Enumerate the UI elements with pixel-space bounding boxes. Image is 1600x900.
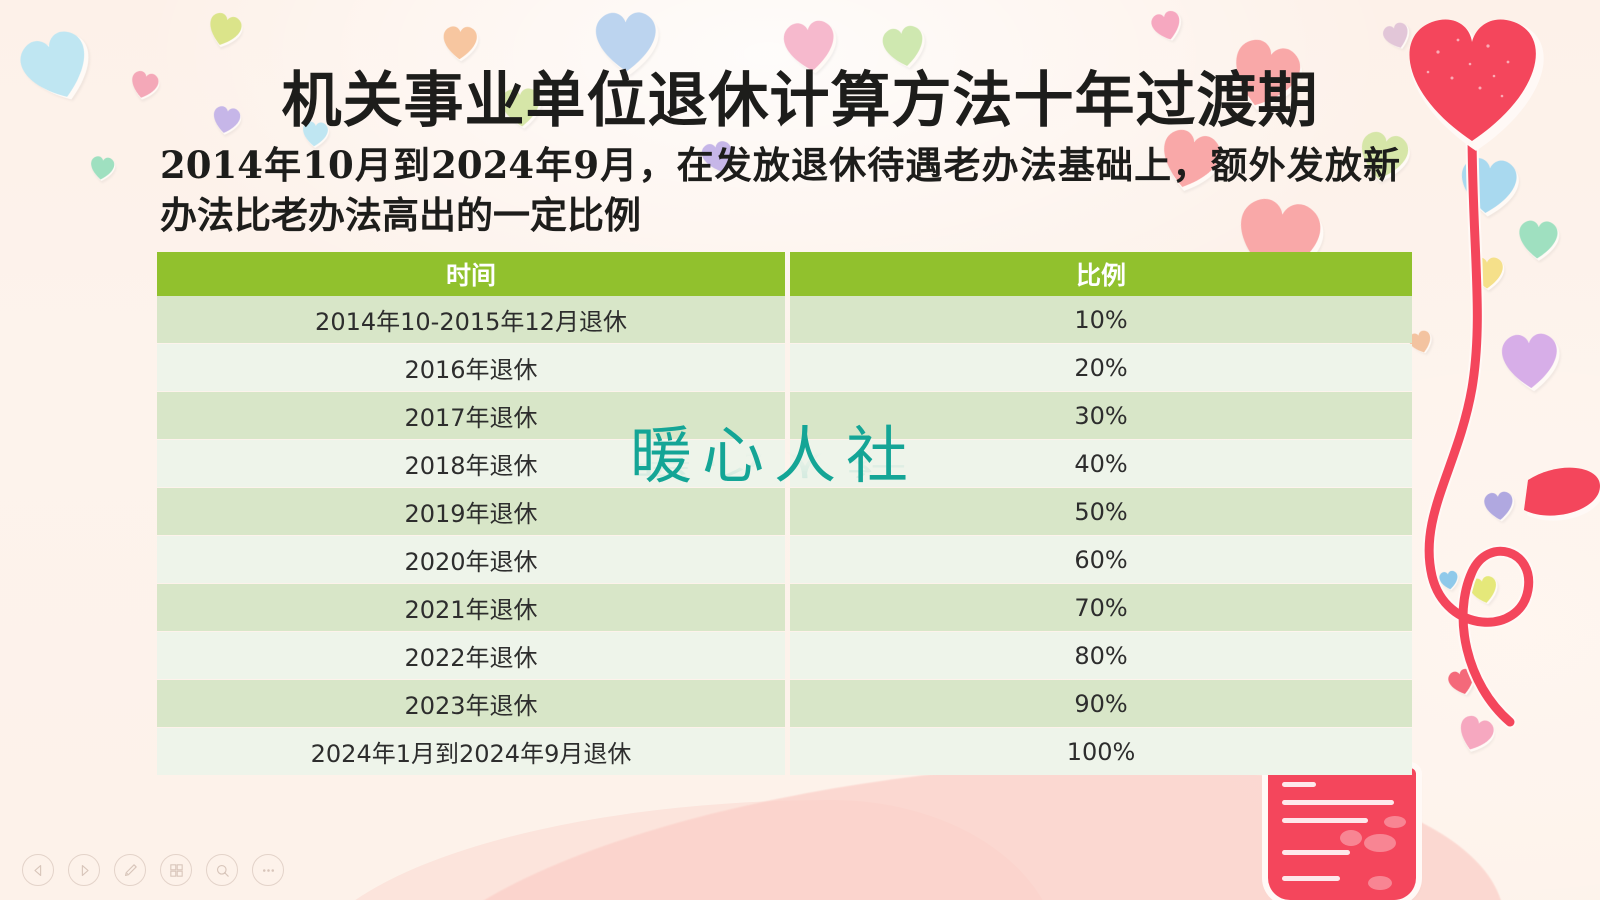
column-header-ratio: 比例: [790, 252, 1412, 296]
cell-ratio: 20%: [790, 344, 1412, 391]
page-title: 机关事业单位退休计算方法十年过渡期: [281, 66, 1319, 136]
pastel-heart-icon: [200, 7, 247, 54]
cell-time: 2018年退休: [157, 440, 785, 487]
page-subtitle: 2014年10月到2024年9月，在发放退休待遇老办法基础上，额外发放新办法比老…: [160, 143, 1400, 237]
korean-note-card: [1268, 768, 1416, 900]
cell-time: 2024年1月到2024年9月退休: [157, 728, 785, 775]
pastel-heart-icon: [1444, 665, 1481, 702]
table-row: 2014年10-2015年12月退休 10%: [157, 296, 1412, 343]
table-row: 2019年退休 50%: [157, 488, 1412, 535]
cell-time: 2023年退休: [157, 680, 785, 727]
cell-ratio: 50%: [790, 488, 1412, 535]
column-header-time: 时间: [157, 252, 785, 296]
cell-time: 2016年退休: [157, 344, 785, 391]
cell-ratio: 40%: [790, 440, 1412, 487]
pink-wave-back: [300, 800, 1060, 900]
cell-time: 2022年退休: [157, 632, 785, 679]
table-row: 2018年退休 40%: [157, 440, 1412, 487]
cell-ratio: 100%: [790, 728, 1412, 775]
pen-icon[interactable]: [114, 854, 146, 886]
table-row: 2020年退休 60%: [157, 536, 1412, 583]
bottom-toolbar[interactable]: [22, 854, 284, 886]
pastel-heart-icon: [1436, 568, 1461, 593]
pastel-heart-icon: [1514, 217, 1562, 265]
search-icon[interactable]: [206, 854, 238, 886]
pastel-heart-icon: [1480, 488, 1517, 525]
pastel-heart-icon: [86, 153, 118, 185]
table-row: 2024年1月到2024年9月退休 100%: [157, 728, 1412, 775]
cell-time: 2017年退休: [157, 392, 785, 439]
layout-icon[interactable]: [160, 854, 192, 886]
pastel-heart-icon: [1452, 152, 1525, 225]
table-row: 2022年退休 80%: [157, 632, 1412, 679]
table-row: 2021年退休 70%: [157, 584, 1412, 631]
pastel-heart-icon: [1465, 572, 1503, 610]
transition-ratio-table: 时间 比例 2014年10-2015年12月退休 10% 2016年退休 20% 201…: [157, 252, 1412, 775]
cell-time: 2021年退休: [157, 584, 785, 631]
cell-time: 2019年退休: [157, 488, 785, 535]
cell-time: 2020年退休: [157, 536, 785, 583]
table-header-row: 时间 比例: [157, 252, 1412, 296]
cell-ratio: 30%: [790, 392, 1412, 439]
pastel-heart-icon: [1450, 710, 1501, 761]
more-icon[interactable]: [252, 854, 284, 886]
table-body: 2014年10-2015年12月退休 10% 2016年退休 20% 2017年退休 30…: [157, 296, 1412, 775]
table-row: 2016年退休 20%: [157, 344, 1412, 391]
cell-ratio: 90%: [790, 680, 1412, 727]
pastel-heart-icon: [1378, 18, 1416, 56]
cell-time: 2014年10-2015年12月退休: [157, 296, 785, 343]
cell-ratio: 70%: [790, 584, 1412, 631]
table-row: 2017年退休 30%: [157, 392, 1412, 439]
cell-ratio: 80%: [790, 632, 1412, 679]
pastel-heart-icon: [1146, 6, 1188, 48]
previous-icon[interactable]: [22, 854, 54, 886]
pastel-heart-icon: [1468, 255, 1506, 293]
cell-ratio: 10%: [790, 296, 1412, 343]
cell-ratio: 60%: [790, 536, 1412, 583]
pastel-heart-icon: [1495, 328, 1564, 397]
table-row: 2023年退休 90%: [157, 680, 1412, 727]
next-icon[interactable]: [68, 854, 100, 886]
